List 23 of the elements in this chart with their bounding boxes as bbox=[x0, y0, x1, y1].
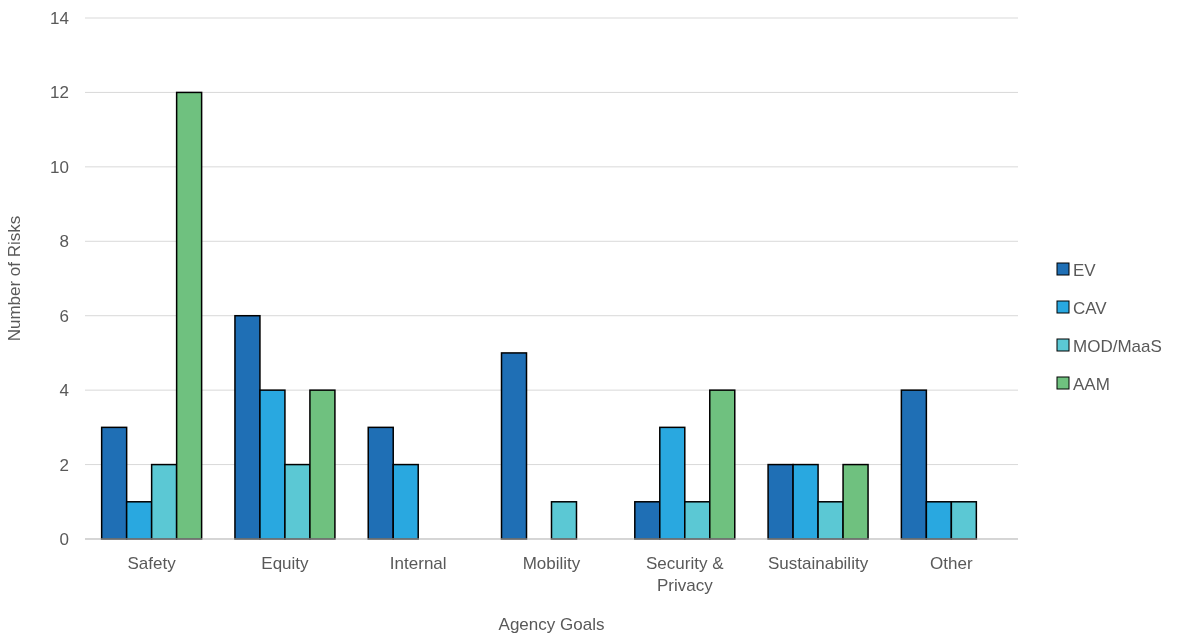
x-tick-label: Other bbox=[930, 554, 973, 573]
y-tick-label: 0 bbox=[59, 529, 69, 549]
y-tick-label: 14 bbox=[50, 8, 69, 28]
y-tick-label: 8 bbox=[59, 232, 69, 252]
y-tick-label: 4 bbox=[59, 381, 69, 401]
legend-label: AAM bbox=[1073, 374, 1110, 394]
x-tick-label: Safety bbox=[127, 554, 177, 573]
x-axis-title: Agency Goals bbox=[498, 615, 605, 634]
legend-label: EV bbox=[1073, 260, 1097, 280]
y-tick-label: 2 bbox=[59, 455, 69, 475]
legend-label: MOD/MaaS bbox=[1073, 336, 1162, 356]
y-axis-title: Number of Risks bbox=[5, 215, 24, 342]
x-tick-label: Sustainability bbox=[767, 554, 869, 573]
y-tick-label: 6 bbox=[59, 306, 69, 326]
x-tick-label: Equity bbox=[261, 554, 310, 573]
bar bbox=[500, 352, 528, 540]
x-tick-label: Security & Privacy bbox=[646, 554, 725, 595]
legend-label: CAV bbox=[1073, 298, 1108, 318]
bar bbox=[550, 501, 578, 540]
y-tick-label: 12 bbox=[50, 83, 69, 103]
x-tick-label: Mobility bbox=[522, 554, 581, 573]
x-tick-label: Internal bbox=[389, 554, 447, 573]
y-tick-label: 10 bbox=[50, 157, 69, 177]
